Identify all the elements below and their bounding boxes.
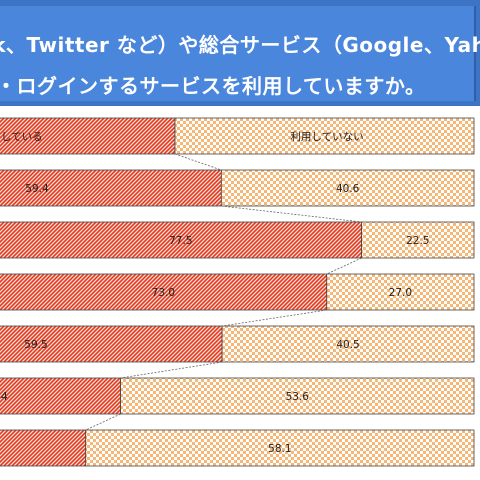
question-line-2: ・ログインするサービスを利用していますか。 [0,74,426,98]
bar-segment-not-used-4 [221,325,475,363]
bar-group: している 利用していない 59.4 40.6 77.5 22.5 73.0 27.0 59.5 4… [0,117,475,467]
connector-line-5 [85,413,121,431]
bar-segment-used-0 [0,117,176,155]
bar-segment-not-used-1 [220,169,475,207]
bar-segment-not-used-0 [174,117,475,155]
question-line-1: ok、Twitter など）や総合サービス（Google、Yahoo！ [0,33,480,57]
bar-label-used-2: 77.5 [169,235,192,247]
bar-label-not-used-3: 27.0 [389,287,412,299]
bar-label-not-used-5: 53.6 [286,391,310,403]
bar-segment-not-used-3 [326,273,475,311]
bar-label-used-0: している [1,131,43,143]
bar-label-not-used-6: 58.1 [268,443,291,455]
bar-segment-not-used-2 [361,221,475,259]
connector-line-1 [221,205,362,223]
bar-label-used-3: 73.0 [152,287,175,299]
question-banner-panel: ok、Twitter など）や総合サービス（Google、Yahoo！ ・ログイ… [0,6,480,101]
bar-segment-used-6 [0,429,87,467]
connector-line-0 [174,153,222,171]
bar-segment-not-used-5 [120,377,475,415]
connector-line-4 [120,361,223,379]
connector-line-2 [326,257,362,275]
bar-segment-used-1 [0,169,222,207]
bar-segment-used-5 [0,377,121,415]
bar-segment-used-3 [0,273,328,311]
bar-label-not-used-0: 利用していない [290,131,363,143]
stacked-bar-chart: している 利用していない 59.4 40.6 77.5 22.5 73.0 27.0 59.5 4… [0,117,475,467]
question-banner: ok、Twitter など）や総合サービス（Google、Yahoo！ ・ログイ… [0,0,480,106]
connector-line-3 [222,309,327,327]
bar-segment-not-used-6 [85,429,475,467]
bar-label-not-used-1: 40.6 [336,183,360,195]
bar-label-used-4: 59.5 [24,339,47,351]
bar-label-not-used-4: 40.5 [336,339,359,351]
bar-label-not-used-2: 22.5 [406,235,429,247]
bar-segment-used-2 [0,221,363,259]
bar-label-used-1: 59.4 [25,183,49,195]
bar-label-used-5: 4 [1,391,8,403]
